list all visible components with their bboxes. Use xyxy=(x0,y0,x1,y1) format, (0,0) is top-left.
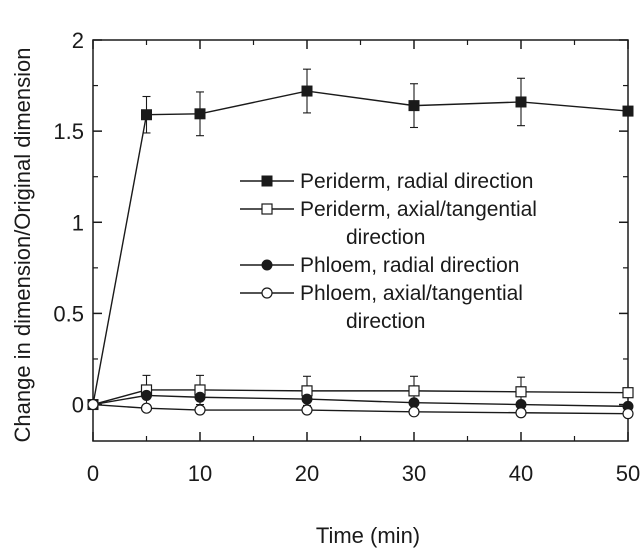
legend-marker xyxy=(262,260,272,270)
data-point xyxy=(302,86,312,96)
series-2 xyxy=(93,375,633,406)
y-tick-label: 0 xyxy=(72,393,84,418)
data-point xyxy=(409,101,419,111)
data-point xyxy=(623,106,633,116)
legend-label: Periderm, axial/tangential xyxy=(300,198,537,221)
x-tick-label: 20 xyxy=(295,461,319,486)
data-point xyxy=(302,394,312,404)
data-point xyxy=(623,409,633,419)
legend-label: Periderm, radial direction xyxy=(300,170,533,193)
x-tick-label: 0 xyxy=(87,461,99,486)
data-point xyxy=(302,405,312,415)
x-tick-label: 10 xyxy=(188,461,212,486)
legend-label: direction xyxy=(346,310,425,333)
data-point xyxy=(142,110,152,120)
series-3 xyxy=(93,390,633,411)
data-point xyxy=(142,390,152,400)
y-axis: 0 0.5 1 1.5 2 xyxy=(53,28,628,418)
legend-item-4: Phloem, axial/tangential direction xyxy=(240,282,523,333)
legend-item-1: Periderm, radial direction xyxy=(240,170,533,193)
series-line xyxy=(93,395,628,406)
y-tick-label: 1.5 xyxy=(53,119,84,144)
x-tick-label: 50 xyxy=(616,461,640,486)
data-point xyxy=(409,386,419,396)
data-point xyxy=(195,109,205,119)
legend-label: Phloem, radial direction xyxy=(300,254,519,277)
data-point xyxy=(195,392,205,402)
x-tick-label: 40 xyxy=(509,461,533,486)
y-tick-label: 2 xyxy=(72,28,84,53)
data-point xyxy=(409,407,419,417)
data-point xyxy=(516,387,526,397)
data-point-origin xyxy=(88,400,98,410)
legend-marker xyxy=(262,288,272,298)
legend-label: direction xyxy=(346,226,425,249)
data-point xyxy=(516,408,526,418)
legend-marker xyxy=(262,176,272,186)
legend-label: Phloem, axial/tangential xyxy=(300,282,523,305)
y-tick-label: 1 xyxy=(72,210,84,235)
y-axis-title: Change in dimension/Original dimension xyxy=(10,47,35,442)
x-tick-label: 30 xyxy=(402,461,426,486)
series-line xyxy=(93,405,628,414)
data-point xyxy=(409,398,419,408)
legend-marker xyxy=(262,204,272,214)
series-line xyxy=(93,390,628,405)
x-axis-title: Time (min) xyxy=(316,523,420,548)
legend-item-2: Periderm, axial/tangential direction xyxy=(240,198,537,249)
legend-item-3: Phloem, radial direction xyxy=(240,254,519,277)
data-point xyxy=(142,403,152,413)
data-point xyxy=(195,405,205,415)
y-tick-label: 0.5 xyxy=(53,301,84,326)
legend: Periderm, radial direction Periderm, axia… xyxy=(240,170,537,333)
data-point xyxy=(623,388,633,398)
data-point xyxy=(516,97,526,107)
